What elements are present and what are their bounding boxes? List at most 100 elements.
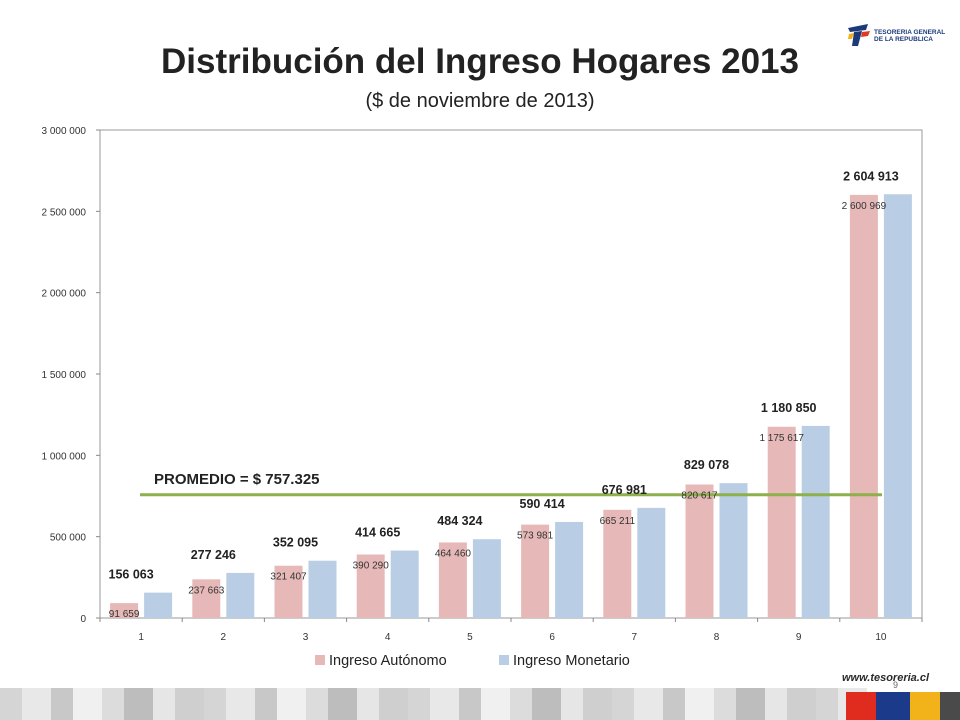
- data-label-ingreso-monetario: 352 095: [273, 536, 318, 550]
- footer-strip-block: [124, 688, 153, 720]
- footer-flag-block: [910, 692, 940, 720]
- data-label-ingreso-autonomo: 321 407: [270, 572, 307, 583]
- x-tick-label: 10: [875, 632, 887, 643]
- data-label-ingreso-autonomo: 390 290: [353, 561, 390, 572]
- footer-strip-block: [663, 688, 685, 720]
- bar-ingreso-monetario: [144, 592, 173, 618]
- y-tick-label: 2 500 000: [42, 207, 87, 218]
- bar-ingreso-autonomo: [356, 554, 385, 618]
- footer-strip-block: [277, 688, 306, 720]
- x-tick-label: 7: [632, 632, 638, 643]
- legend-swatch-ingreso-autonomo: [315, 655, 325, 665]
- footer-strip-block: [357, 688, 379, 720]
- bar-ingreso-monetario: [801, 425, 830, 618]
- bar-ingreso-autonomo: [521, 524, 550, 618]
- data-label-ingreso-monetario: 156 063: [109, 568, 154, 582]
- page-number: 9: [893, 680, 899, 690]
- data-label-ingreso-monetario: 829 078: [684, 458, 729, 472]
- footer-strip-block: [787, 688, 816, 720]
- y-tick-label: 500 000: [50, 533, 87, 544]
- footer-strip-block: [22, 688, 51, 720]
- footer-strip-block: [430, 688, 459, 720]
- data-label-ingreso-autonomo: 464 460: [435, 548, 472, 559]
- legend-swatch-ingreso-monetario: [499, 655, 509, 665]
- bar-ingreso-autonomo: [603, 509, 632, 618]
- footer-strip-block: [379, 688, 408, 720]
- footer-strip-block: [226, 688, 255, 720]
- footer-decorative-strip: [0, 688, 960, 720]
- data-label-ingreso-monetario: 484 324: [437, 514, 482, 528]
- bar-ingreso-monetario: [226, 572, 255, 618]
- footer-strip-block: [561, 688, 583, 720]
- x-tick-label: 2: [221, 632, 227, 643]
- footer-strip-block: [481, 688, 510, 720]
- footer-flag-block: [876, 692, 910, 720]
- footer-strip-block: [255, 688, 277, 720]
- footer-flag-block: [846, 692, 876, 720]
- footer-strip-block: [175, 688, 204, 720]
- y-tick-label: 1 500 000: [42, 370, 87, 381]
- x-tick-label: 6: [549, 632, 555, 643]
- footer-strip-block: [765, 688, 787, 720]
- bar-ingreso-autonomo: [767, 426, 796, 618]
- data-label-ingreso-autonomo: 665 211: [600, 516, 636, 527]
- average-line-label: PROMEDIO = $ 757.325: [154, 471, 320, 488]
- legend-label-ingreso-monetario: Ingreso Monetario: [513, 653, 630, 669]
- x-tick-label: 1: [138, 632, 144, 643]
- footer-strip-block: [583, 688, 612, 720]
- bar-ingreso-autonomo: [274, 565, 303, 618]
- footer-strip-block: [510, 688, 532, 720]
- footer-strip-block: [204, 688, 226, 720]
- x-tick-label: 4: [385, 632, 391, 643]
- data-label-ingreso-monetario: 590 414: [520, 497, 565, 511]
- website-label: www.tesoreria.cl: [842, 672, 930, 684]
- bar-ingreso-monetario: [308, 560, 337, 618]
- footer-strip-block: [153, 688, 175, 720]
- footer-strip-block: [685, 688, 714, 720]
- bar-ingreso-monetario: [883, 194, 912, 618]
- data-label-ingreso-monetario: 277 246: [191, 548, 236, 562]
- footer-strip-block: [306, 688, 328, 720]
- footer-strip-block: [51, 688, 73, 720]
- x-tick-label: 9: [796, 632, 802, 643]
- footer-strip-block: [736, 688, 765, 720]
- y-tick-label: 1 000 000: [42, 451, 87, 462]
- logo-text-line2: DE LA REPUBLICA: [874, 36, 933, 43]
- footer-strip-block: [0, 688, 22, 720]
- bar-ingreso-autonomo: [685, 484, 714, 618]
- logo-text-line1: TESORERIA GENERAL: [874, 29, 946, 36]
- data-label-ingreso-monetario: 1 180 850: [761, 401, 817, 415]
- bar-ingreso-monetario: [472, 539, 501, 618]
- data-label-ingreso-autonomo: 91 659: [109, 609, 140, 620]
- y-tick-label: 3 000 000: [42, 126, 87, 137]
- data-label-ingreso-monetario: 2 604 913: [843, 169, 899, 183]
- bar-ingreso-monetario: [719, 483, 748, 618]
- footer-strip-block: [73, 688, 102, 720]
- x-tick-label: 8: [714, 632, 720, 643]
- footer-strip-block: [612, 688, 634, 720]
- bar-ingreso-monetario: [555, 521, 584, 618]
- data-label-ingreso-monetario: 676 981: [602, 483, 647, 497]
- tesoreria-logo: TESORERIA GENERAL DE LA REPUBLICA: [846, 22, 946, 50]
- footer-strip-block: [459, 688, 481, 720]
- data-label-ingreso-autonomo: 1 175 617: [759, 433, 804, 444]
- bar-ingreso-autonomo: [849, 194, 878, 618]
- footer-strip-block: [714, 688, 736, 720]
- data-label-ingreso-monetario: 414 665: [355, 526, 400, 540]
- x-tick-label: 3: [303, 632, 309, 643]
- tesoreria-logo-icon: [848, 24, 870, 46]
- y-tick-label: 0: [80, 614, 86, 625]
- footer-strip-block: [634, 688, 663, 720]
- data-label-ingreso-autonomo: 237 663: [188, 585, 225, 596]
- plot-area: [99, 129, 923, 619]
- data-label-ingreso-autonomo: 573 981: [517, 531, 554, 542]
- footer-strip-block: [102, 688, 124, 720]
- bar-ingreso-autonomo: [110, 603, 139, 618]
- bar-ingreso-autonomo: [438, 542, 467, 618]
- footer-flag-block: [940, 692, 960, 720]
- footer-strip-block: [816, 688, 838, 720]
- bar-ingreso-monetario: [637, 507, 666, 618]
- footer-strip-block: [328, 688, 357, 720]
- data-label-ingreso-autonomo: 820 617: [681, 491, 718, 502]
